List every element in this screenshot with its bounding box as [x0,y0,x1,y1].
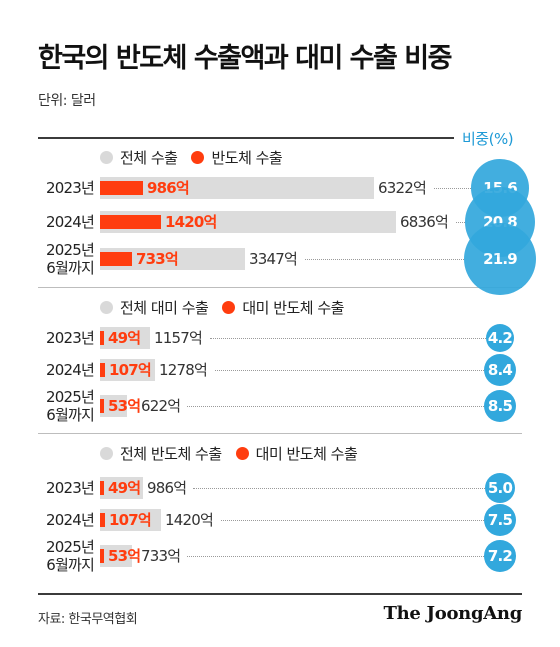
bar-semiconductor [100,481,104,495]
leader-line [456,222,466,223]
legend-label-semiconductor: 반도체 수출 [211,148,283,167]
leader-line [221,520,484,521]
ratio-bubble: 4.2 [485,323,515,353]
year-label: 2023년 [46,329,95,347]
value-label-semiconductor: 53억 [108,547,141,565]
ratio-header: 비중(%) [462,130,514,148]
legend-swatch-semiconductor [191,150,205,164]
bar-semiconductor [100,215,161,229]
value-label-total: 733억 [141,547,181,565]
legend: 전체 대미 수출 대미 반도체 수출 [100,297,344,317]
value-label-semiconductor: 107억 [109,511,152,529]
bar-semiconductor [100,513,105,527]
legend-label-total: 전체 대미 수출 [120,298,209,317]
bar-total [100,359,155,381]
legend-swatch-semiconductor [235,446,249,460]
leader-line [305,259,464,260]
legend-label-total: 전체 수출 [120,148,178,167]
year-label: 2024년 [46,511,95,529]
ratio-bubble: 21.9 [463,222,537,296]
ratio-label: 7.5 [487,511,513,529]
ratio-label: 4.2 [487,328,513,347]
bottom-rule [38,593,522,595]
value-label-total: 622억 [141,397,181,415]
value-label-semiconductor: 107억 [109,361,152,379]
bar-total [100,327,150,349]
value-label-total: 6322억 [378,179,427,197]
top-rule [38,137,454,139]
value-label-total: 1278억 [159,361,208,379]
chart-title: 한국의 반도체 수출액과 대미 수출 비중 [38,43,452,74]
year-label: 2024년 [46,213,95,231]
leader-line [193,488,485,489]
bar-semiconductor [100,181,143,195]
value-label-semiconductor: 1420억 [165,213,217,231]
ratio-label: 5.0 [487,479,513,497]
section-divider [38,287,522,288]
bar-total [100,477,143,499]
leader-line [434,188,472,189]
publisher-logo: The JoongAng [383,603,523,624]
source-label: 자료: 한국무역협회 [38,612,138,627]
ratio-bubble: 7.5 [484,504,516,536]
legend-label-total: 전체 반도체 수출 [120,444,222,463]
value-label-semiconductor: 49억 [108,479,141,497]
legend: 전체 수출 반도체 수출 [100,147,283,167]
value-label-total: 6836억 [400,213,449,231]
legend-label-semiconductor: 대미 반도체 수출 [242,298,344,317]
ratio-label: 8.5 [487,397,513,415]
bar-semiconductor [100,549,104,563]
legend-swatch-total [100,150,113,164]
bar-total [100,248,245,270]
value-label-total: 1420억 [165,511,214,529]
value-label-total: 3347억 [249,250,298,268]
leader-line [215,370,485,371]
value-label-semiconductor: 53억 [108,397,141,415]
ratio-label: 8.4 [487,360,513,379]
legend-swatch-semiconductor [222,300,236,314]
ratio-bubble: 8.4 [484,354,516,386]
leader-line [187,406,484,407]
bar-semiconductor [100,252,132,266]
bar-total [100,177,374,199]
year-label: 2023년 [46,179,95,197]
ratio-label: 21.9 [483,249,518,268]
ratio-bubble: 7.2 [484,540,516,572]
year-label: 2025년 6월까지 [46,538,95,574]
legend: 전체 반도체 수출 대미 반도체 수출 [100,443,358,463]
legend-swatch-total [100,300,113,314]
leader-line [210,338,486,339]
bar-total [100,211,396,233]
value-label-total: 1157억 [154,329,203,347]
value-label-semiconductor: 733억 [136,250,179,268]
leader-line [187,556,485,557]
ratio-bubble: 5.0 [485,473,515,503]
ratio-label: 7.2 [487,546,513,565]
unit-label: 단위: 달러 [38,93,96,109]
value-label-semiconductor: 49억 [108,329,141,347]
ratio-bubble: 8.5 [484,390,516,422]
year-label: 2025년 6월까지 [46,388,95,424]
year-label: 2025년 6월까지 [46,241,95,277]
value-label-total: 986억 [147,479,187,497]
bar-total [100,509,161,531]
bar-total [100,395,127,417]
section-divider [38,433,522,434]
legend-label-semiconductor: 대미 반도체 수출 [255,444,358,463]
year-label: 2024년 [46,361,95,379]
bar-semiconductor [100,331,104,345]
bar-semiconductor [100,363,105,377]
bar-total [100,545,132,567]
legend-swatch-total [100,446,113,460]
bar-semiconductor [100,399,104,413]
year-label: 2023년 [46,479,95,497]
value-label-semiconductor: 986억 [147,179,190,197]
